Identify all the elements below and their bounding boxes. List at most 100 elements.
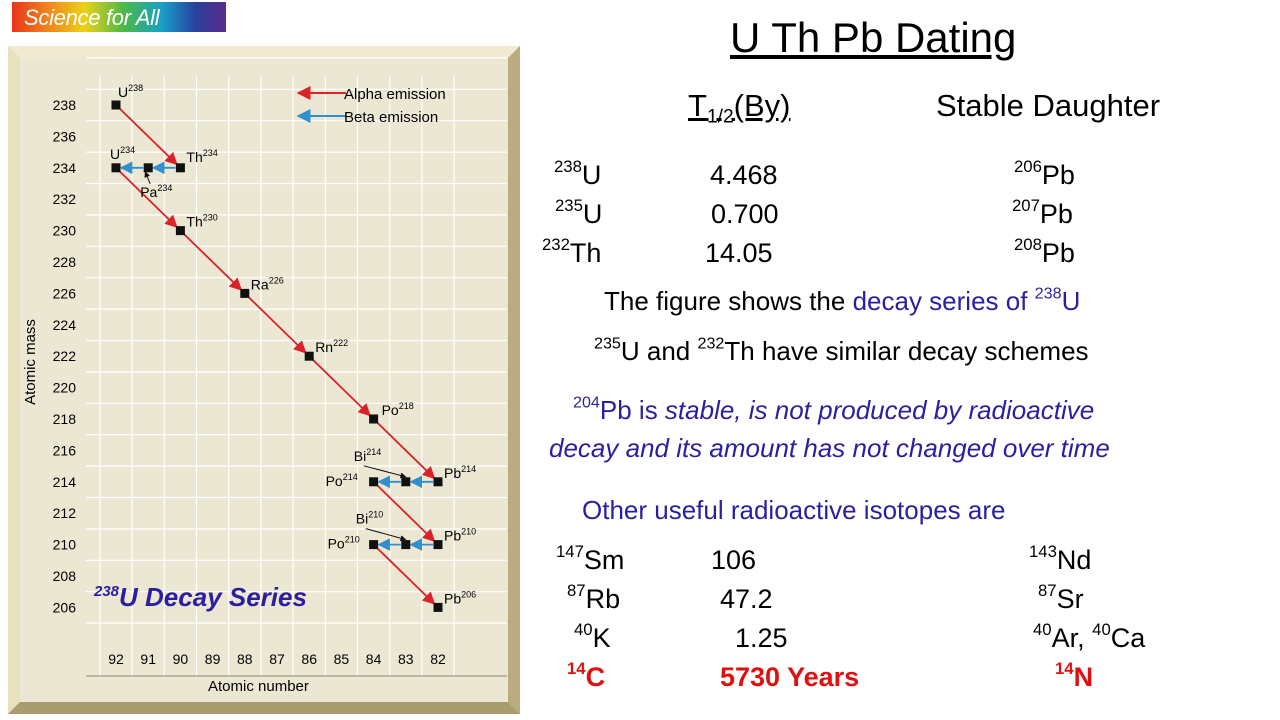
series-label-text: U Decay Series bbox=[119, 582, 307, 612]
daughter-u238: 206Pb bbox=[1014, 156, 1075, 190]
y-tick-label: 234 bbox=[53, 160, 77, 176]
x-tick-label: 89 bbox=[205, 651, 221, 667]
x-tick-label: 82 bbox=[430, 651, 446, 667]
isotope-c14: 14C bbox=[567, 658, 606, 692]
alpha-decay-arrow bbox=[376, 547, 436, 605]
y-tick-label: 212 bbox=[53, 505, 77, 521]
x-tick-label: 92 bbox=[108, 651, 124, 667]
y-tick-label: 230 bbox=[53, 223, 77, 239]
decay-series-chart: U238 U234 Th234 Pa234 Th230 Ra226 Rn222 Po218 Bi… bbox=[8, 46, 520, 714]
halflife-u235: 0.700 bbox=[711, 199, 779, 229]
nuclide-label: Th230 bbox=[186, 213, 217, 230]
nuclide-label: Pb210 bbox=[444, 527, 476, 544]
other-isotopes-title: Other useful radioactive isotopes are bbox=[582, 495, 1006, 525]
nuclide-marker bbox=[369, 477, 379, 487]
daughter-th232: 208Pb bbox=[1014, 234, 1075, 268]
halflife-header: T1/2(By) bbox=[688, 88, 791, 128]
nuclide-marker bbox=[175, 226, 185, 236]
daughter-header: Stable Daughter bbox=[936, 88, 1161, 123]
x-tick-label: 83 bbox=[398, 651, 414, 667]
nuclide-marker bbox=[433, 477, 443, 487]
brand-banner: Science for All bbox=[12, 2, 226, 32]
alpha-decay-arrow bbox=[376, 484, 436, 542]
halflife-rb87: 47.2 bbox=[720, 584, 773, 614]
halflife-sm147: 106 bbox=[711, 545, 757, 575]
isotope-row-u235: 235U bbox=[555, 195, 603, 229]
nuclide-label: Pb214 bbox=[444, 464, 476, 481]
nuclide-label: Rn222 bbox=[315, 338, 348, 355]
chart-grid bbox=[86, 57, 507, 677]
halflife-th232: 14.05 bbox=[705, 238, 773, 268]
alpha-decay-arrow bbox=[118, 170, 178, 228]
isotope-row-u238: 238U bbox=[554, 156, 602, 190]
x-tick-label: 87 bbox=[269, 651, 285, 667]
daughter-u235: 207Pb bbox=[1012, 195, 1073, 229]
x-tick-label: 86 bbox=[301, 651, 317, 667]
similar-schemes-note: 235U and 232Th have similar decay scheme… bbox=[594, 334, 1089, 366]
nuclide-label: U234 bbox=[110, 145, 135, 162]
nuclide-label: Pb206 bbox=[444, 589, 476, 606]
nuclide-marker bbox=[369, 414, 379, 424]
isotope-k40: 40K bbox=[574, 619, 611, 653]
y-tick-label: 238 bbox=[53, 97, 77, 113]
nuclide-marker bbox=[111, 163, 121, 173]
nuclide-label: Po214 bbox=[326, 472, 358, 489]
table-header: T1/2(By) Stable Daughter bbox=[688, 88, 1206, 128]
y-tick-label: 232 bbox=[53, 191, 77, 207]
y-tick-label: 206 bbox=[53, 599, 77, 615]
pb204-note-line2: decay and its amount has not changed ove… bbox=[549, 433, 1110, 463]
y-tick-label: 220 bbox=[53, 380, 77, 396]
y-tick-label: 236 bbox=[53, 128, 77, 144]
nuclide-label: Bi210 bbox=[356, 510, 383, 527]
nuclide-marker bbox=[433, 540, 443, 550]
isotope-row-th232: 232Th bbox=[542, 234, 602, 268]
x-tick-label: 84 bbox=[366, 651, 382, 667]
page-title: U Th Pb Dating bbox=[730, 14, 1017, 61]
isotope-sm147: 147Sm bbox=[556, 541, 625, 575]
daughter-rb87: 87Sr bbox=[1038, 580, 1084, 614]
daughter-sm147: 143Nd bbox=[1029, 541, 1092, 575]
series-label-mass: 238 bbox=[93, 583, 120, 600]
halflife-k40: 1.25 bbox=[735, 623, 788, 653]
nuclide-label: Ra226 bbox=[251, 275, 284, 292]
brand-label: Science for All bbox=[24, 5, 160, 30]
y-tick-label: 224 bbox=[53, 317, 77, 333]
alpha-decay-arrow bbox=[118, 107, 178, 166]
y-tick-label: 226 bbox=[53, 285, 77, 301]
daughter-c14: 14N bbox=[1055, 658, 1094, 692]
pb204-note-line1: 204Pb is stable, is not produced by radi… bbox=[573, 393, 1095, 425]
isotope-rb87: 87Rb bbox=[567, 580, 621, 614]
legend-alpha-label: Alpha emission bbox=[344, 86, 446, 103]
x-tick-label: 91 bbox=[140, 651, 156, 667]
label-pointer bbox=[365, 528, 407, 542]
nuclide-label: U238 bbox=[118, 83, 143, 100]
x-axis-title: Atomic number bbox=[208, 678, 309, 695]
nuclide-marker bbox=[369, 540, 379, 550]
nuclide-marker bbox=[433, 602, 443, 612]
alpha-decay-arrow bbox=[247, 296, 307, 354]
nuclide-marker bbox=[401, 540, 411, 550]
label-pointer bbox=[363, 465, 407, 479]
series-label: 238U Decay Series bbox=[93, 582, 307, 612]
y-axis-title: Atomic mass bbox=[22, 319, 39, 405]
y-tick-label: 210 bbox=[53, 537, 77, 553]
alpha-decay-arrow bbox=[312, 359, 371, 417]
nuclide-label: Pa234 bbox=[140, 183, 172, 200]
label-pointer bbox=[144, 171, 151, 184]
nuclide-marker bbox=[240, 288, 250, 298]
alpha-decay-arrow bbox=[183, 233, 243, 291]
decay-series-note: The figure shows the decay series of 238… bbox=[604, 284, 1081, 316]
y-tick-label: 218 bbox=[53, 411, 77, 427]
y-tick-label: 214 bbox=[53, 474, 77, 490]
alpha-decay-arrow bbox=[376, 421, 436, 480]
halflife-u238: 4.468 bbox=[710, 160, 778, 190]
daughter-k40: 40Ar, 40Ca bbox=[1033, 619, 1146, 653]
nuclide-label: Po218 bbox=[382, 401, 414, 418]
nuclide-marker bbox=[401, 477, 411, 487]
nuclide-label: Po210 bbox=[328, 535, 360, 552]
nuclide-label: Bi214 bbox=[354, 447, 381, 464]
nuclide-marker bbox=[304, 351, 314, 361]
nuclide-marker bbox=[175, 163, 185, 173]
y-tick-label: 228 bbox=[53, 254, 77, 270]
y-tick-label: 222 bbox=[53, 348, 77, 364]
